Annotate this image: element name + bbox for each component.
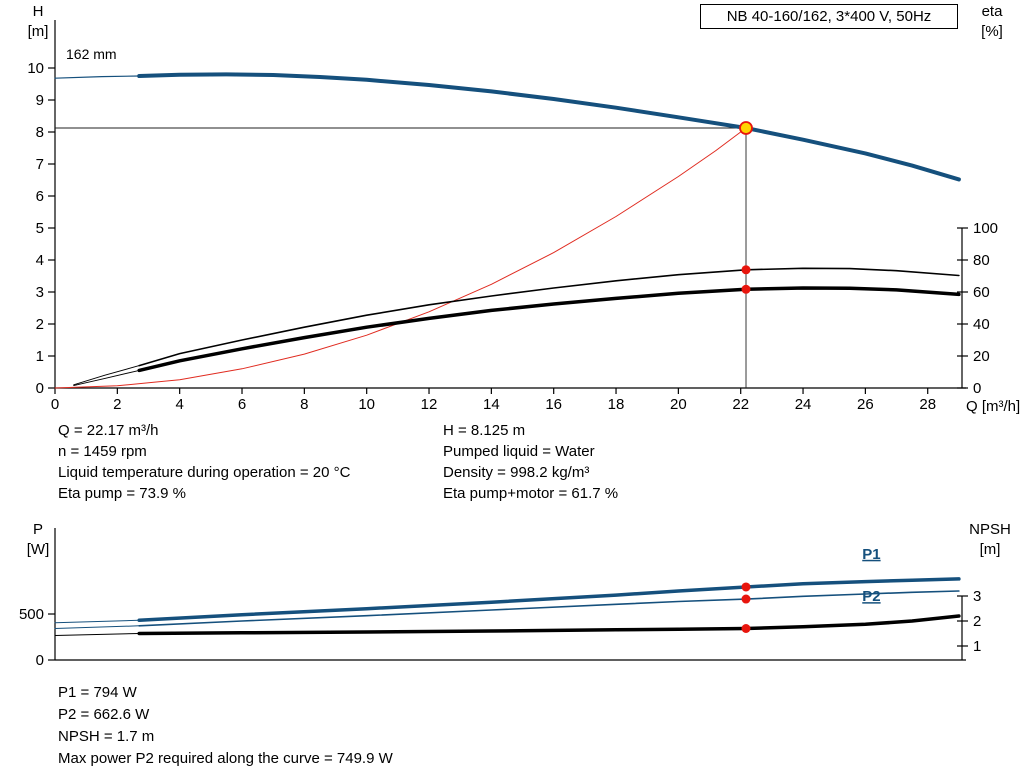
pump-model-box: NB 40-160/162, 3*400 V, 50Hz (700, 4, 958, 29)
y-right-tick-label: 80 (973, 252, 990, 269)
p1-curve-lead (54, 619, 140, 624)
npsh-curve (137, 614, 961, 636)
info-line-eta-pump: Eta pump = 73.9 % (58, 485, 186, 502)
y-right-tick-label: 40 (973, 316, 990, 333)
y-left-tick-label: 10 (27, 60, 44, 77)
x-tick-label: 28 (919, 396, 936, 413)
x-tick-label: 22 (732, 396, 749, 413)
x-tick-label: 20 (670, 396, 687, 413)
info-line-p2: P2 = 662.6 W (58, 706, 150, 723)
info-line-head: H = 8.125 m (443, 422, 526, 439)
eta-axis-label-symbol: eta (981, 3, 1003, 20)
y-right-tick-label: 60 (973, 284, 990, 301)
eta-pump-curve (138, 267, 960, 367)
y-left-tick-label: 5 (36, 220, 44, 237)
eta-pump-duty-dot (741, 265, 751, 275)
info-line-temperature: Liquid temperature during operation = 20… (58, 464, 351, 481)
npsh-axis-label: NPSH [m] (958, 520, 1022, 560)
q-axis-label: Q [m³/h] (966, 398, 1021, 415)
series-label-p1: P1 (862, 546, 880, 563)
x-tick-label: 24 (795, 396, 812, 413)
eta-axis-label: eta [%] (962, 2, 1022, 42)
impeller-diameter-label: 162 mm (66, 46, 117, 62)
x-tick-label: 10 (358, 396, 375, 413)
info-line-q: Q = 22.17 m³/h (58, 422, 159, 439)
p-axis-label-symbol: P (32, 521, 43, 538)
x-tick-label: 4 (176, 396, 184, 413)
info-line-p1: P1 = 794 W (58, 684, 137, 701)
info-line-liquid: Pumped liquid = Water (443, 443, 595, 460)
x-tick-label: 8 (300, 396, 308, 413)
info-line-density: Density = 998.2 kg/m³ (443, 464, 590, 481)
info-line-eta-pump-motor: Eta pump+motor = 61.7 % (443, 485, 619, 502)
npsh-curve-lead (54, 633, 140, 636)
p-axis-label: P [W] (16, 520, 60, 560)
eta-pump-motor-curve-lead (73, 369, 140, 387)
x-tick-label: 16 (545, 396, 562, 413)
x-tick-label: 12 (421, 396, 438, 413)
info-line-npsh: NPSH = 1.7 m (58, 728, 155, 745)
eta-pump-curve-lead (73, 365, 140, 386)
y-right-tick-label: 100 (973, 220, 998, 237)
p2-curve (138, 590, 960, 627)
y-left-tick-label: 6 (36, 188, 44, 205)
npsh-axis-label-unit: [m] (979, 541, 1001, 558)
y-right-tick-label: 1 (973, 638, 981, 655)
y-left-tick-label: 9 (36, 92, 44, 109)
x-tick-label: 18 (608, 396, 625, 413)
info-line-rpm: n = 1459 rpm (58, 443, 147, 460)
duty-point (739, 121, 753, 135)
y-left-tick-label: 500 (19, 606, 44, 623)
y-left-tick-label: 8 (36, 124, 44, 141)
y-right-tick-label: 3 (973, 588, 981, 605)
y-left-tick-label: 2 (36, 316, 44, 333)
npsh-axis-label-symbol: NPSH (969, 521, 1011, 538)
eta-axis-label-unit: [%] (981, 23, 1003, 40)
y-left-tick-label: 4 (36, 252, 44, 269)
p-axis-label-unit: [W] (26, 541, 50, 558)
p2-duty-dot (741, 594, 751, 604)
x-tick-label: 0 (51, 396, 59, 413)
y-right-tick-label: 20 (973, 348, 990, 365)
eta-pump-motor-duty-dot (741, 284, 751, 294)
power-data-block: P1 = 794 W P2 = 662.6 W NPSH = 1.7 m Max… (58, 682, 393, 770)
eta-pump-motor-curve (137, 286, 961, 373)
x-tick-label: 2 (113, 396, 121, 413)
npsh-duty-dot (741, 624, 751, 633)
p1-curve (137, 577, 961, 623)
h-axis-label-unit: [m] (27, 23, 49, 40)
operating-data-right: H = 8.125 m Pumped liquid = Water Densit… (443, 420, 618, 504)
y-right-tick-label: 0 (973, 380, 981, 397)
operating-data-left: Q = 22.17 m³/h n = 1459 rpm Liquid tempe… (58, 420, 350, 504)
y-left-tick-label: 1 (36, 348, 44, 365)
p1-duty-dot (741, 582, 751, 592)
system-curve (54, 127, 747, 389)
info-line-max-power: Max power P2 required along the curve = … (58, 750, 393, 767)
y-left-tick-label: 7 (36, 156, 44, 173)
series-label-p2: P2 (862, 588, 880, 605)
head-curve-lead (54, 75, 140, 79)
x-tick-label: 26 (857, 396, 874, 413)
head-curve (137, 72, 961, 182)
x-tick-label: 14 (483, 396, 500, 413)
y-left-tick-label: 3 (36, 284, 44, 301)
p2-curve-lead (54, 625, 140, 629)
y-right-tick-label: 2 (973, 613, 981, 630)
h-axis-label: H [m] (16, 2, 60, 42)
y-left-tick-label: 0 (36, 380, 44, 397)
power-npsh-chart: 0 500 1 2 3 P1 P2 (19, 528, 981, 669)
h-axis-label-symbol: H (32, 3, 44, 20)
x-tick-label: 6 (238, 396, 246, 413)
y-left-tick-label: 0 (36, 652, 44, 669)
